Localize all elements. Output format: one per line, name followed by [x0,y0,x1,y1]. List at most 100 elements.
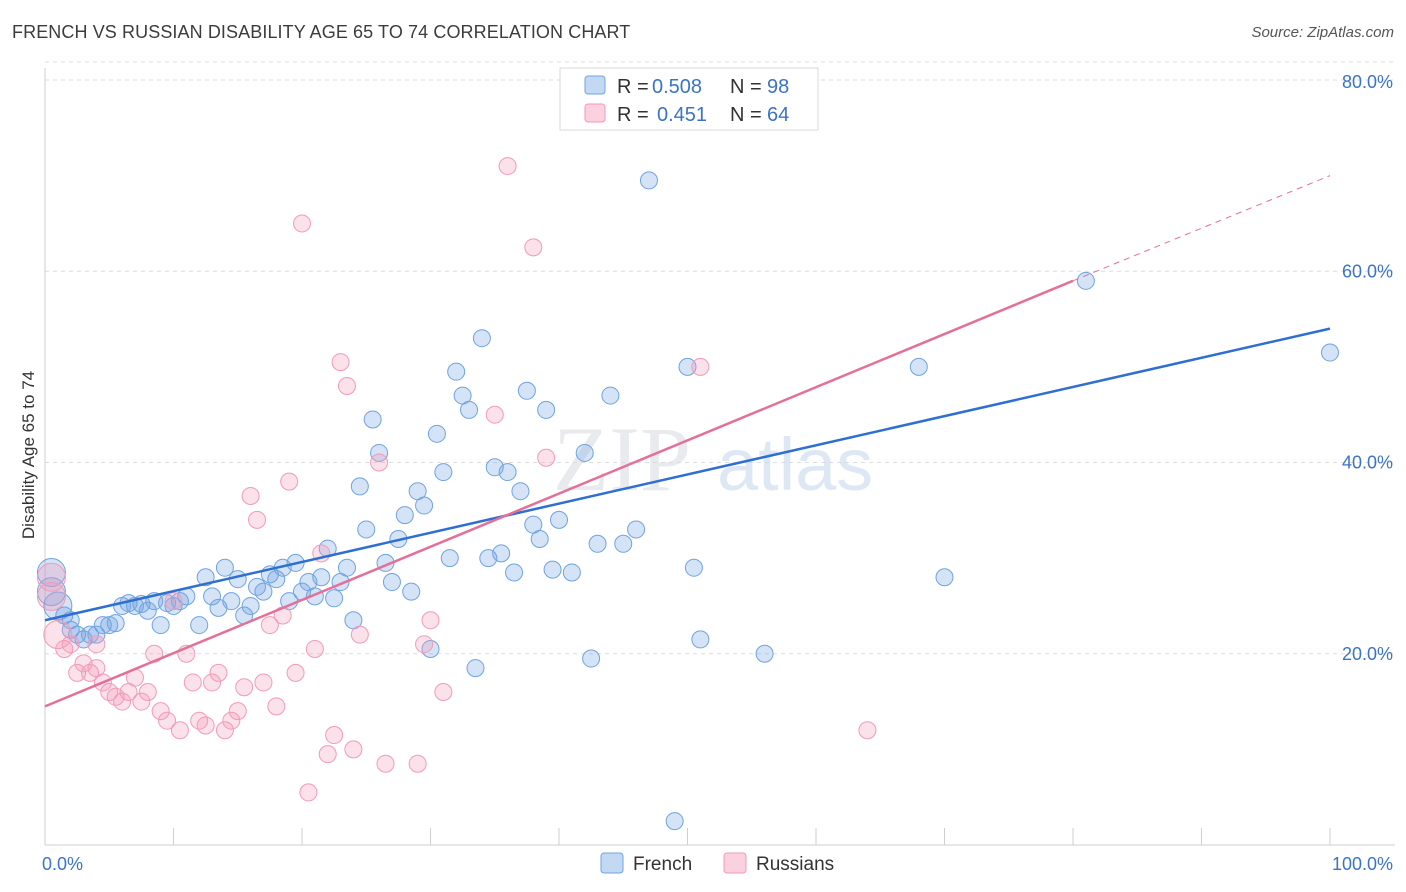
point-french-80 [562,563,581,582]
point-french-72 [505,563,524,582]
point-french-16 [138,601,157,620]
legend-swatch-russians [584,103,606,123]
watermark-atlas: atlas [717,423,873,506]
point-russians-26 [203,673,222,692]
bottom-legend-french: French [633,854,692,875]
point-french-55 [395,506,414,525]
point-french-86 [627,520,646,539]
point-russians-5 [68,663,87,682]
x-tick-label-min: 0.0% [42,854,83,874]
point-french-10 [100,616,119,635]
legend-n-value-russians: 64 [767,104,789,126]
point-french-27 [215,558,234,577]
point-french-44 [325,589,344,608]
point-french-91 [691,630,710,649]
y-tick-label-80: 80.0% [1342,72,1393,92]
point-russians-29 [222,711,241,730]
point-french-70 [492,544,511,563]
point-french-24 [196,568,215,587]
point-russians-59 [537,448,556,467]
point-french-78 [543,560,562,579]
point-russians-21 [170,721,189,740]
point-russians-39 [286,663,305,682]
point-french-46 [337,558,356,577]
legend-n-value-french: 98 [767,76,789,98]
point-french-84 [601,386,620,405]
point-french-25 [203,587,222,606]
axes [44,68,1395,846]
point-russians-28 [215,721,234,740]
point-russians-58 [524,238,543,257]
point-french-7 [80,625,99,644]
point-french-81 [575,443,594,462]
point-french-94 [935,568,954,587]
point-french-79 [550,510,568,529]
point-russians-35 [260,616,279,635]
point-french-65 [460,400,479,419]
point-french-74 [517,381,536,400]
point-french-92 [755,644,774,663]
trendline-french [44,327,1331,622]
chart-source: Source: ZipAtlas.com [1251,24,1394,41]
point-russians-40 [293,214,311,233]
point-french-67 [472,329,491,348]
point-russians-19 [158,711,177,730]
point-french-89 [678,357,697,376]
point-russians-23 [183,673,202,692]
point-french-42 [312,568,331,587]
bottom-legend-swatch-russians [723,852,747,874]
grid-lines [45,61,1395,655]
point-french-87 [639,171,658,190]
point-russians-12 [113,692,132,711]
point-french-95 [1076,271,1095,290]
x-tick-label-max: 100.0% [1332,854,1393,874]
legend-swatch-french [584,75,606,95]
trendline-russians-extension [1072,175,1331,282]
legend-r-label-russians: R = [617,104,649,126]
point-french-90 [684,558,703,577]
point-russians-48 [344,740,363,759]
bottom-legend-swatch-french [600,852,624,874]
point-french-66 [466,659,485,678]
point-russians-33 [248,510,267,529]
watermark: ZIP atlas [553,408,873,510]
point-french-28 [222,592,241,611]
series-french-points [36,171,1339,831]
point-russians-2 [43,620,73,650]
point-russians-15 [132,692,151,711]
point-russians-20 [164,592,183,611]
point-russians-16 [138,683,157,701]
point-russians-44 [318,745,337,764]
point-french-53 [382,573,401,592]
legend-n-label-russians: N = [730,104,762,126]
point-french-93 [909,357,928,376]
trend-lines [44,175,1331,708]
point-russians-27 [209,663,228,682]
point-french-18 [151,616,170,635]
legend-r-value-russians: 0.451 [657,104,707,126]
point-russians-4 [61,635,80,654]
point-french-48 [350,477,369,496]
point-french-60 [427,424,446,443]
point-french-11 [106,614,125,633]
point-french-50 [363,410,382,429]
point-french-23 [190,616,209,635]
point-french-56 [402,582,421,601]
point-russians-18 [151,702,170,721]
y-tick-labels: 20.0% 40.0% 60.0% 80.0% [1342,72,1393,664]
point-french-62 [440,549,459,568]
point-russians-41 [299,783,318,802]
point-french-82 [582,649,601,668]
point-russians-56 [485,405,504,424]
point-french-71 [498,463,517,482]
y-axis-label: Disability Age 65 to 74 [19,371,38,539]
point-russians-55 [434,683,453,701]
point-russians-32 [241,486,260,505]
point-russians-63 [87,635,106,654]
point-french-58 [415,496,434,515]
point-russians-45 [325,726,344,745]
point-french-33 [254,582,273,601]
point-french-8 [87,625,106,644]
point-russians-1 [36,581,66,611]
